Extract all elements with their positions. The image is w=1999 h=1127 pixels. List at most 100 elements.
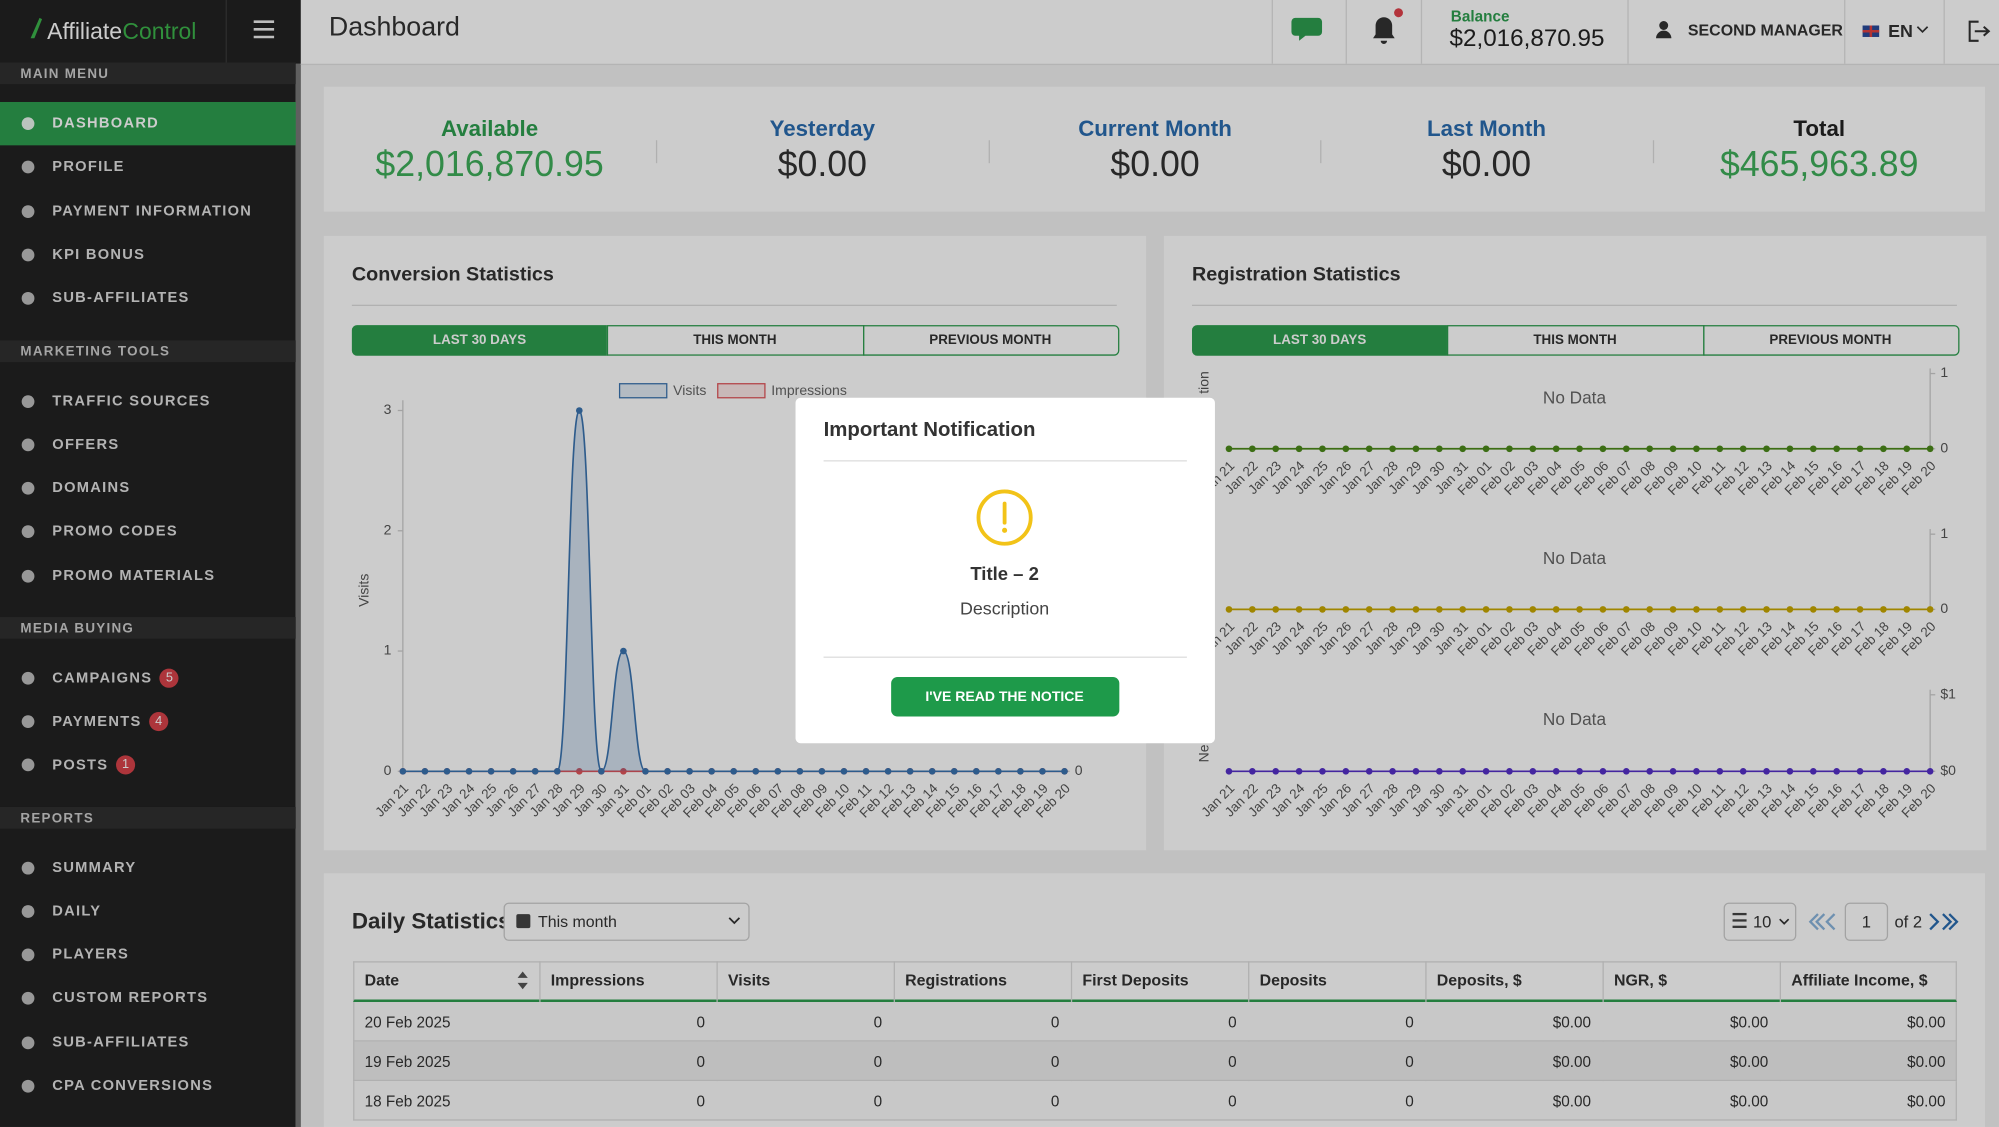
table-row (353, 1081, 1957, 1121)
period-value[interactable]: This month (537, 912, 617, 931)
menu-label[interactable]: PROFILE (52, 159, 125, 175)
menu-item-row: PAYMENTS 4 (52, 712, 169, 732)
page-title: Dashboard (328, 12, 460, 43)
page-number[interactable]: 1 (1861, 912, 1872, 932)
card-title: Conversion Statistics (351, 263, 554, 286)
menu-item-row: CUSTOM REPORTS (52, 991, 208, 1006)
menu-badge: 4 (149, 712, 169, 732)
menu-label[interactable]: DOMAINS (52, 480, 131, 496)
menu-label[interactable]: POSTS (52, 757, 109, 773)
column-header[interactable]: Affiliate Income, $ (1791, 971, 1928, 990)
page-count: of 2 (1894, 912, 1923, 932)
balance-value: $2,016,870.95 (1449, 25, 1605, 53)
sidebar (0, 0, 296, 1127)
tab[interactable] (1702, 325, 1960, 356)
table-cell: 0 (873, 1091, 883, 1110)
page-input[interactable] (1844, 902, 1889, 941)
menu-item-row: TRAFFIC SOURCES (52, 394, 210, 409)
menu-label[interactable]: CAMPAIGNS (52, 670, 153, 686)
menu-label[interactable]: DAILY (52, 903, 102, 920)
table-cell: 0 (873, 1012, 883, 1031)
menu-item-row: PROMO MATERIALS (52, 569, 215, 584)
active-item (0, 101, 296, 146)
summary-label: Available (440, 115, 539, 141)
column-header[interactable]: Deposits, $ (1436, 971, 1522, 990)
table-cell: 0 (696, 1052, 706, 1071)
summary-label: Last Month (1427, 115, 1546, 141)
modal-title: Important Notification (823, 419, 1036, 442)
menu-label[interactable]: SUB-AFFILIATES (52, 290, 190, 306)
warning-dot (1002, 527, 1008, 533)
summary-label: Yesterday (769, 115, 876, 141)
table-cell: $0.00 (1729, 1052, 1769, 1071)
table-cell: 0 (1050, 1012, 1060, 1031)
tab-label[interactable]: LAST 30 DAYS (1273, 332, 1367, 349)
top-bar (300, 0, 1999, 66)
menu-label[interactable]: KPI BONUS (52, 247, 146, 263)
table-cell: 0 (873, 1052, 883, 1071)
column-header[interactable]: NGR, $ (1613, 971, 1668, 990)
tab-label[interactable]: THIS MONTH (1533, 332, 1617, 349)
summary-value: $0.00 (1441, 144, 1532, 184)
modal-icon (976, 489, 1033, 546)
column-header[interactable]: Impressions (550, 971, 645, 990)
menu-label[interactable]: PAYMENT INFORMATION (52, 203, 253, 220)
user-name[interactable]: SECOND MANAGER (1687, 21, 1843, 40)
table-cell: 0 (1228, 1012, 1237, 1031)
menu-label[interactable]: CPA CONVERSIONS (52, 1078, 214, 1094)
tab[interactable] (1192, 325, 1449, 356)
menu-item-row: DOMAINS (52, 481, 130, 496)
menu-item-row: PROMO CODES (52, 524, 178, 539)
menu-item-row: POSTS 1 (52, 755, 136, 775)
tab[interactable] (607, 325, 864, 356)
menu-badge: 1 (115, 755, 136, 775)
modal-divider (823, 656, 1187, 658)
menu-label[interactable]: DASHBOARD (52, 116, 160, 132)
language[interactable]: EN (1888, 20, 1913, 41)
tab-label[interactable]: PREVIOUS MONTH (1769, 332, 1892, 349)
menu-label[interactable]: SUMMARY (52, 860, 137, 876)
summary-value: $2,016,870.95 (375, 144, 604, 184)
table-cell: $0.00 (1907, 1012, 1946, 1031)
tab[interactable] (351, 325, 609, 356)
column-header[interactable]: First Deposits (1082, 971, 1189, 990)
column-header[interactable]: Deposits (1259, 971, 1327, 990)
menu-item-row: OFFERS (52, 437, 119, 452)
tab-label[interactable]: PREVIOUS MONTH (929, 332, 1052, 349)
daily-title: Daily Statistics (351, 908, 511, 934)
section-band (0, 806, 296, 829)
notice-description: Description (959, 597, 1050, 619)
column-header[interactable]: Registrations (905, 971, 1008, 990)
column-header[interactable]: Visits (727, 971, 771, 990)
card-divider (1192, 304, 1957, 306)
menu-label[interactable]: PLAYERS (52, 947, 130, 963)
table-cell: 0 (1405, 1012, 1414, 1031)
menu-label[interactable]: OFFERS (52, 437, 120, 453)
menu-label[interactable]: TRAFFIC SOURCES (52, 393, 211, 410)
menu-item-row: DASHBOARD (52, 116, 159, 131)
menu-label[interactable]: PROMO CODES (52, 523, 178, 540)
page-size[interactable]: 10 (1752, 912, 1772, 932)
menu-label[interactable]: PAYMENTS (52, 713, 142, 730)
column-header[interactable]: Date (364, 971, 400, 990)
tab-label[interactable]: LAST 30 DAYS (432, 332, 527, 349)
menu-label[interactable]: PROMO MATERIALS (52, 568, 216, 584)
card-divider (351, 304, 1117, 306)
menu-item-row: SUB-AFFILIATES (52, 1035, 189, 1050)
summary-label: Current Month (1078, 115, 1232, 141)
menu-toggle[interactable] (226, 0, 301, 64)
menu-label[interactable]: CUSTOM REPORTS (52, 990, 209, 1006)
notice-button-label[interactable]: I'VE READ THE NOTICE (925, 689, 1084, 705)
notice-title: Title – 2 (970, 564, 1039, 586)
tab[interactable] (1447, 325, 1704, 356)
tab[interactable] (862, 325, 1120, 356)
section-title: MARKETING TOOLS (20, 344, 171, 360)
summary-card (323, 86, 1985, 212)
period-select[interactable] (503, 902, 750, 941)
menu-item-row: KPI BONUS (52, 247, 145, 262)
menu-label[interactable]: SUB-AFFILIATES (52, 1035, 190, 1051)
menu-item-row: PLAYERS (52, 947, 129, 962)
table-cell: 0 (1405, 1052, 1414, 1071)
tab-label[interactable]: THIS MONTH (693, 332, 777, 349)
